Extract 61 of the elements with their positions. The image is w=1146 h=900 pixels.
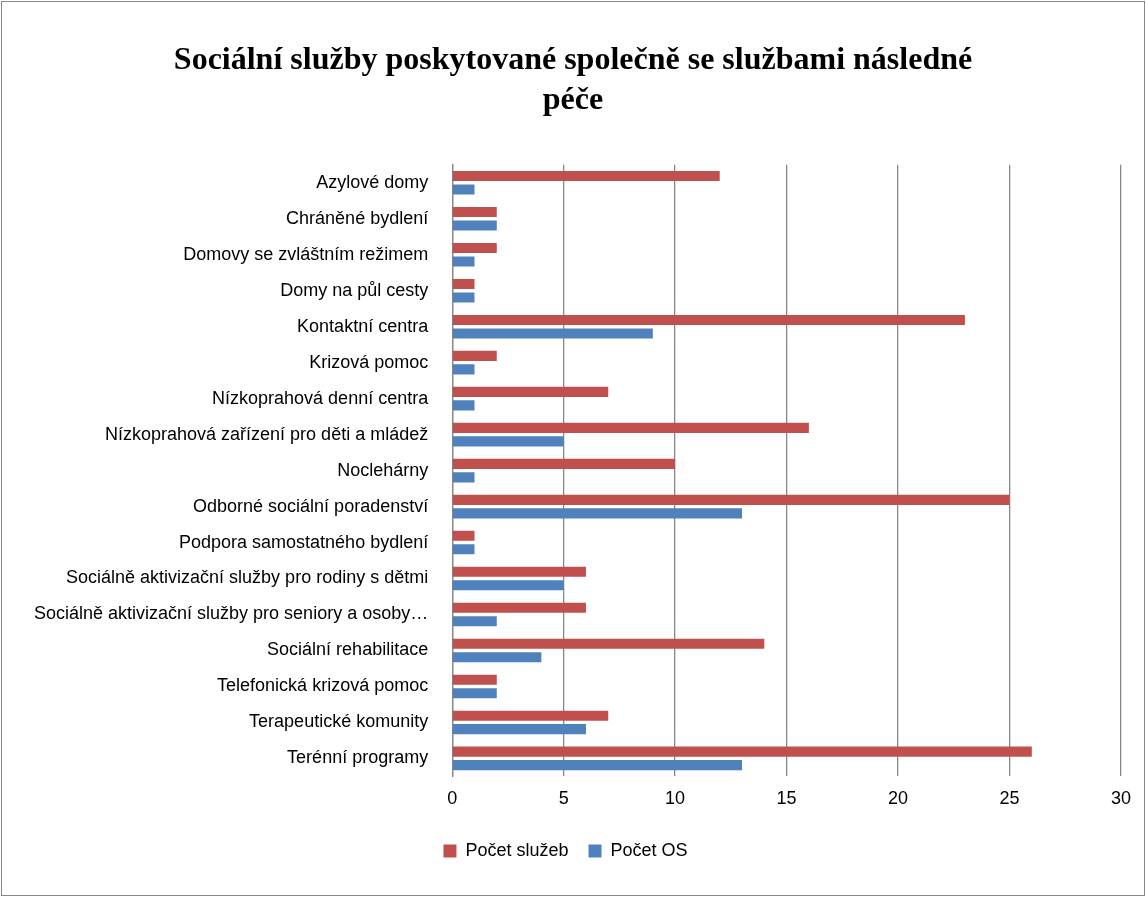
bar (452, 328, 653, 339)
bar (452, 508, 743, 519)
bar (452, 652, 542, 663)
y-tick-label: Odborné sociální poradenství (193, 495, 429, 516)
bar (452, 256, 475, 267)
bar (452, 184, 475, 195)
y-tick-label: Noclehárny (337, 459, 429, 480)
bar (452, 580, 564, 591)
x-tick-label: 20 (888, 788, 909, 809)
bar (452, 724, 586, 735)
y-tick-label: Sociálně aktivizační služby pro seniory a osoby… (33, 603, 429, 624)
x-tick-label: 25 (999, 788, 1020, 809)
bar (452, 746, 1032, 757)
y-tick-label: Chráněné bydlení (286, 207, 429, 228)
x-tick-label: 0 (447, 788, 458, 809)
bar (452, 436, 564, 447)
x-tick-label: 5 (558, 788, 569, 809)
y-tick-label: Sociální rehabilitace (267, 639, 429, 660)
bar (452, 170, 720, 182)
bar (452, 242, 497, 254)
bar (452, 602, 586, 613)
bar (452, 530, 475, 541)
bar (452, 674, 497, 685)
y-tick-label: Telefonická krizová pomoc (217, 675, 429, 696)
bar (452, 638, 765, 649)
x-tick-label: 10 (665, 788, 686, 809)
bar (452, 760, 743, 771)
bar (452, 422, 809, 433)
y-tick-label: Nízkoprahová denní centra (212, 387, 430, 408)
y-tick-label: Domy na půl cesty (280, 279, 429, 300)
bar (452, 386, 609, 397)
bar (452, 220, 497, 231)
y-tick-label: Azylové domy (316, 171, 429, 192)
y-tick-label: Terapeutické komunity (249, 711, 429, 732)
y-tick-label: Nízkoprahová zařízení pro děti a mládež (105, 423, 429, 444)
y-tick-label: Kontaktní centra (297, 315, 430, 336)
bar (452, 566, 586, 577)
bar (452, 472, 475, 483)
bar (452, 278, 475, 290)
y-tick-label: Domovy se zvláštním režimem (183, 243, 429, 264)
y-tick-label: Terénní programy (287, 747, 429, 768)
bar (452, 350, 497, 361)
bar (452, 458, 676, 469)
y-tick-label: Sociálně aktivizační služby pro rodiny s dětmi (66, 567, 429, 588)
bar (452, 688, 497, 699)
y-tick-label: Podpora samostatného bydlení (179, 531, 429, 552)
legend-label: Počet služeb (465, 839, 569, 860)
x-tick-label: 15 (776, 788, 797, 809)
bar (452, 400, 475, 411)
bar (452, 494, 1010, 505)
bar (452, 616, 497, 627)
bar (452, 206, 497, 218)
legend-label: Počet OS (610, 839, 688, 860)
bar (452, 364, 475, 375)
bar (452, 544, 475, 555)
bar (452, 710, 609, 721)
chart-title: Sociální služby poskytované společně se službami následné péče (173, 39, 973, 118)
bar (452, 314, 965, 326)
y-tick-label: Krizová pomoc (309, 351, 429, 372)
x-tick-label: 30 (1110, 788, 1132, 809)
bar (452, 292, 475, 303)
